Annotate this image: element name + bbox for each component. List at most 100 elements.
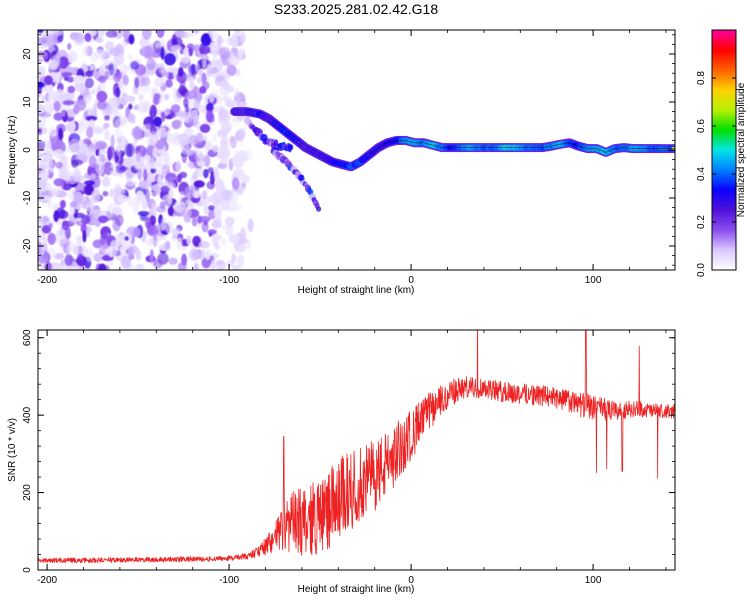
spectrogram-noise-blob (213, 168, 220, 181)
spectrogram-noise-blob (217, 34, 222, 48)
spectrogram-noise-blob (159, 39, 165, 49)
spectrogram-noise-blob (198, 86, 207, 94)
spectrogram-noise-blob (200, 33, 212, 47)
spectrogram-noise-blob (145, 123, 152, 130)
spectrogram-noise-blob (164, 53, 176, 66)
spectrogram-noise-blob (157, 154, 162, 168)
colorbar-tick-label: 0.6 (696, 119, 707, 133)
spectrogram-branches (244, 116, 322, 212)
spectrogram-noise-blob (231, 177, 240, 190)
spectrogram-noise-blob (38, 234, 44, 242)
spectrogram-noise-blob (216, 129, 228, 138)
spectrogram-noise-blob (157, 173, 162, 188)
spectrogram-noise-blob (149, 104, 158, 119)
spectrogram-noise-blob (153, 116, 163, 128)
colorbar-tick-label: 0.2 (696, 215, 707, 229)
spectrogram-noise-blob (97, 100, 107, 110)
spectrogram-noise-blob (199, 123, 211, 133)
spectrogram-noise-blob (38, 37, 47, 45)
spectrogram-noise-blob (55, 230, 62, 244)
spectrogram-noise-blob (209, 30, 218, 40)
spectrogram-noise-blob (104, 115, 110, 121)
spectrogram-ridge (230, 107, 675, 172)
colorbar: 0.0 0.2 0.4 0.6 0.8 Normalized spectral ampl… (696, 29, 747, 277)
spectrogram-x-tick-label: 0 (408, 275, 414, 286)
spectrogram-noise-blob (38, 213, 45, 228)
spectrogram-noise-blob (150, 191, 161, 197)
spectrogram-branch-blob (289, 144, 294, 150)
spectrogram-x-tick-label: -200 (37, 275, 57, 286)
spectrogram-noise-blob (115, 214, 124, 226)
spectrogram-noise-blob (69, 205, 75, 216)
spectrogram-noise-blob (203, 168, 209, 179)
spectrogram-noise-blob (225, 216, 235, 227)
spectrogram-noise-blob (92, 71, 101, 80)
spectrogram-noise-blob (152, 146, 157, 158)
spectrogram-noise-blob (178, 85, 188, 96)
spectrogram-noise-blob (127, 112, 134, 123)
spectrogram-noise-blob (38, 58, 43, 64)
spectrogram-noise-blob (76, 235, 84, 244)
spectrogram-noise-blob (122, 157, 134, 168)
spectrogram-noise-blob (55, 207, 66, 219)
spectrogram-noise-blob (180, 142, 191, 156)
spectrogram-noise-blob (197, 103, 202, 114)
spectrogram-noise-blob (143, 168, 148, 182)
spectrogram-y-label: Frequency (Hz) (7, 116, 18, 185)
spectrogram-noise-blob (171, 119, 182, 129)
spectrogram-noise-blob (184, 186, 195, 200)
spectrogram-noise-blob (79, 203, 89, 211)
spectrogram-noise-blob (117, 194, 128, 204)
spectrogram-noise-blob (56, 89, 64, 98)
spectrogram-noise-blob (194, 262, 200, 270)
spectrogram-noise-blob (138, 94, 144, 101)
spectrogram-noise-blob (134, 77, 140, 89)
spectrogram-noise-blob (76, 253, 87, 267)
spectrogram-noise-blob (119, 134, 126, 148)
spectrogram-noise-blob (205, 109, 214, 123)
spectrogram-noise-blob (91, 189, 100, 204)
spectrogram-noise-blob (221, 237, 227, 246)
spectrogram-noise-blob (55, 161, 63, 169)
spectrogram-noise-blob (104, 130, 110, 141)
spectrogram-noise-blob (74, 212, 85, 219)
spectrogram-noise-blob (137, 210, 150, 217)
spectrogram-noise-blob (211, 219, 222, 229)
spectrogram-noise-blob (234, 87, 239, 99)
spectrogram-noise-blob (104, 204, 115, 218)
spectrogram-noise-blob (136, 163, 144, 170)
spectrogram-noise-blob (223, 200, 232, 206)
spectrogram-noise-blob (219, 144, 231, 158)
spectrogram-noise-blob (73, 245, 79, 256)
spectrogram-noise-blob (167, 205, 174, 217)
snr-plot-area (38, 330, 675, 564)
spectrogram-noise-blob (93, 86, 98, 96)
spectrogram-noise-blob (227, 36, 233, 46)
spectrogram-noise-blob (67, 43, 72, 50)
spectrogram-x-tick-label: 100 (585, 275, 602, 286)
spectrogram-noise-blob (77, 123, 83, 129)
spectrogram-noise-blob (42, 237, 47, 251)
spectrogram-noise-blob (215, 75, 225, 82)
snr-y-tick-label: 0 (22, 567, 33, 573)
spectrogram-noise-blob (113, 87, 121, 98)
spectrogram-noise-blob (164, 240, 171, 251)
spectrogram-noise-blob (166, 133, 177, 144)
spectrogram-noise-blob (137, 167, 143, 181)
spectrogram-noise-blob (62, 183, 72, 191)
spectrogram-noise-blob (108, 62, 115, 76)
spectrogram-noise-blob (219, 155, 229, 165)
snr-y-tick-label: 600 (22, 329, 33, 346)
spectrogram-noise-blob (108, 245, 114, 258)
spectrogram-noise-blob (38, 179, 47, 193)
spectrogram-noise-blob (71, 159, 84, 166)
spectrogram-noise-blob (237, 127, 246, 139)
spectrogram-noise-blob (86, 126, 94, 139)
spectrogram-noise-blob (89, 155, 97, 168)
spectrogram-noise-blob (159, 201, 166, 210)
spectrogram-noise-blob (153, 93, 159, 106)
spectrogram-noise-blob (122, 74, 129, 86)
spectrogram-noise-blob (184, 49, 190, 59)
spectrogram-noise-blob (65, 226, 71, 240)
